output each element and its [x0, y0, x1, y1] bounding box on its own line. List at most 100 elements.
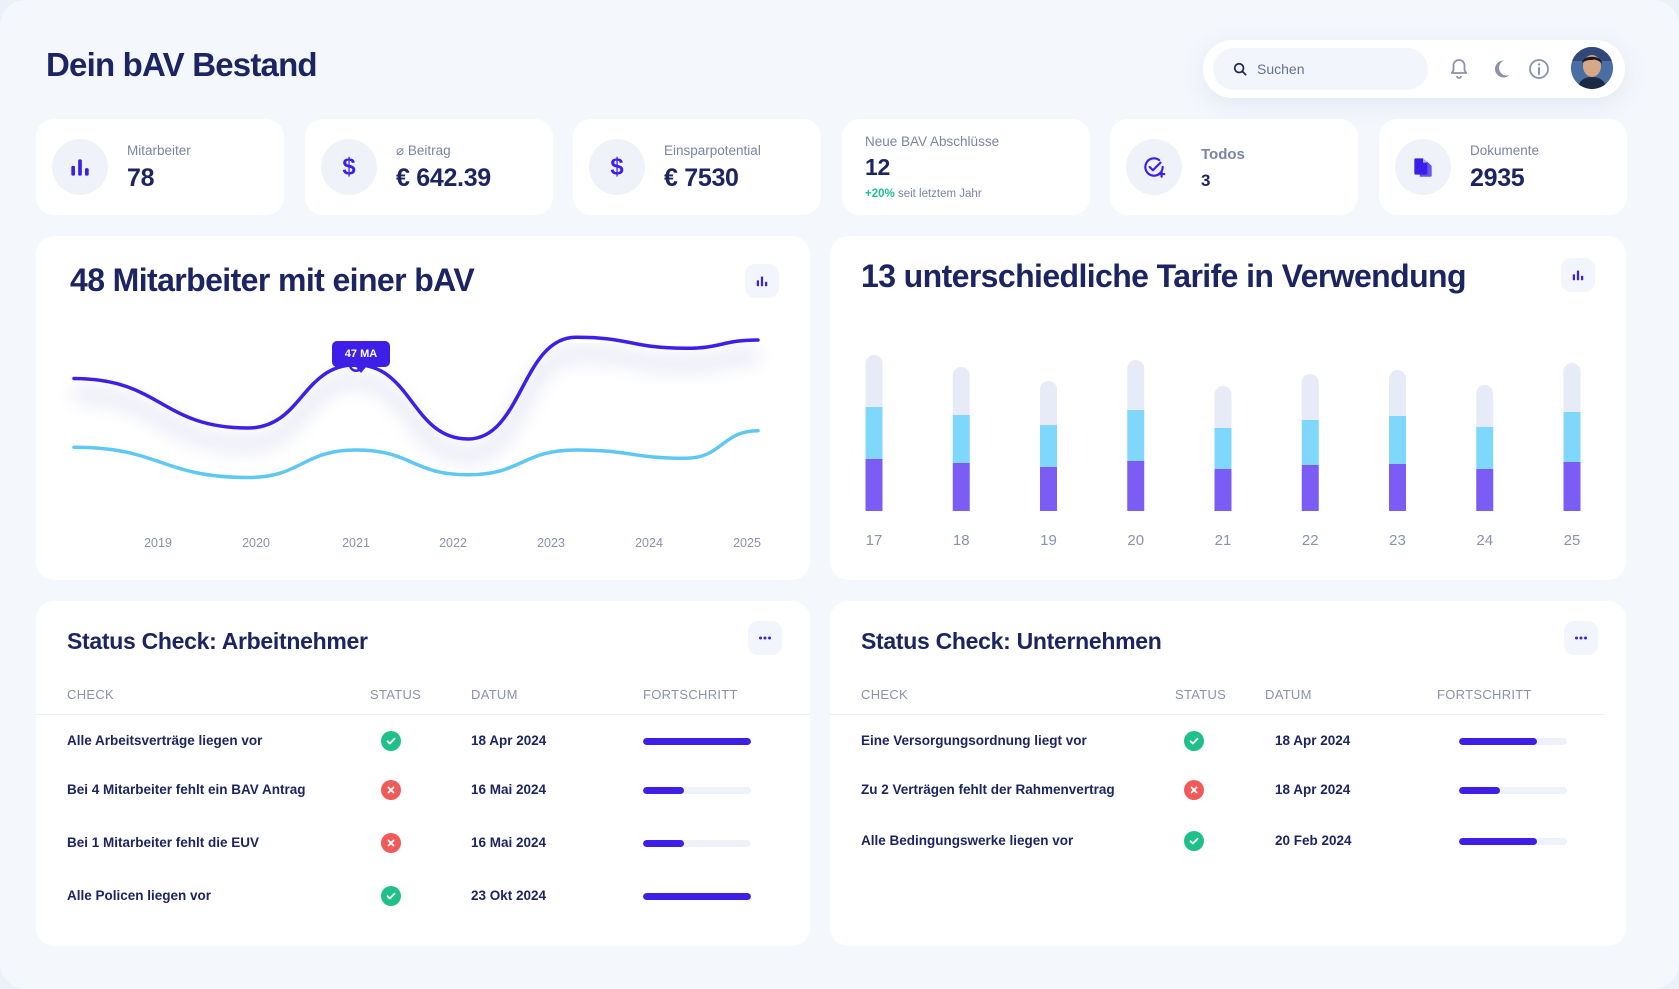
bar-segment[interactable]	[1389, 464, 1406, 511]
bar-segment[interactable]	[1563, 412, 1581, 462]
stat-card-beitrag[interactable]: $ ⌀ Beitrag € 642.39	[305, 119, 553, 215]
stat-value: 2935	[1470, 164, 1525, 192]
bar-segment[interactable]	[952, 463, 970, 511]
bar-segment[interactable]	[1127, 461, 1145, 511]
check-text: Alle Arbeitsverträge liegen vor	[67, 733, 263, 748]
bar-segment[interactable]	[865, 407, 883, 459]
x-tick-label: 25	[1563, 532, 1581, 549]
table-header: CHECK STATUS DATUM FORTSCHRITT	[36, 687, 810, 715]
x-tick-label: 18	[952, 532, 970, 549]
stat-card-todos[interactable]: Todos 3	[1110, 119, 1358, 215]
avatar[interactable]	[1571, 47, 1613, 89]
bar-segment[interactable]	[1563, 363, 1581, 422]
dollar-icon: $	[589, 139, 645, 195]
column-header: DATUM	[1265, 687, 1312, 702]
check-text: Bei 1 Mitarbeiter fehlt die EUV	[67, 835, 260, 850]
progress-fill	[643, 787, 685, 794]
bar-segment[interactable]	[1563, 462, 1581, 511]
stat-label: Todos	[1201, 146, 1245, 163]
bar-segment[interactable]	[1214, 469, 1232, 511]
bell-icon[interactable]	[1447, 57, 1471, 81]
column-header: DATUM	[471, 687, 518, 702]
bar-segment[interactable]	[1389, 416, 1406, 464]
progress-fill	[643, 840, 685, 847]
svg-text:$: $	[610, 154, 623, 180]
bar-chart-icon	[756, 276, 768, 287]
trend-value: +20%	[865, 188, 895, 200]
x-tick-label: 22	[1301, 532, 1319, 549]
table-row[interactable]: Alle Policen liegen vor 23 Okt 2024	[36, 876, 810, 916]
progress-bar	[643, 840, 751, 847]
bar-segment[interactable]	[1127, 360, 1145, 420]
x-tick-label: 2019	[144, 536, 172, 550]
status-company-panel: Status Check: Unternehmen CHECK STATUS D…	[830, 601, 1626, 946]
check-text: Eine Versorgungsordnung liegt vor	[861, 733, 1087, 748]
table-row[interactable]: Alle Arbeitsverträge liegen vor 18 Apr 20…	[36, 721, 810, 761]
bar-segment[interactable]	[865, 355, 883, 417]
bar-chart-icon	[1572, 270, 1584, 281]
bar-segment[interactable]	[1040, 425, 1057, 467]
stat-card-mitarbeiter[interactable]: Mitarbeiter 78	[36, 119, 284, 215]
x-tick-label: 2025	[733, 536, 761, 550]
chart-menu-button[interactable]	[745, 264, 779, 298]
trend-text: seit letztem Jahr	[897, 188, 982, 200]
bar-segment[interactable]	[952, 415, 970, 463]
progress-fill	[643, 893, 751, 900]
column-header: STATUS	[370, 687, 422, 702]
svg-text:$: $	[342, 154, 355, 180]
stat-card-einsparpotential[interactable]: $ Einsparpotential € 7530	[573, 119, 821, 215]
status-ok-icon	[1184, 731, 1204, 751]
column-header: CHECK	[67, 687, 115, 702]
status-error-icon	[381, 780, 401, 800]
bar-segment[interactable]	[1476, 469, 1494, 511]
column-header: CHECK	[861, 687, 909, 702]
search-box[interactable]	[1213, 48, 1428, 90]
status-error-icon	[1184, 780, 1204, 800]
chart-menu-button[interactable]	[1561, 258, 1595, 292]
bar-segment[interactable]	[1476, 427, 1494, 469]
bar-segment[interactable]	[1214, 386, 1232, 438]
bar-segment[interactable]	[1127, 410, 1145, 461]
more-menu-button[interactable]	[1564, 621, 1598, 655]
search-icon	[1233, 62, 1247, 76]
stat-card-neue-abschluesse[interactable]: Neue BAV Abschlüsse 12 +20% seit letztem…	[842, 119, 1090, 215]
bar-segment[interactable]	[1301, 465, 1319, 511]
more-menu-button[interactable]	[748, 621, 782, 655]
bar-segment[interactable]	[952, 367, 970, 425]
x-tick-label: 24	[1476, 532, 1494, 549]
bar-segment[interactable]	[1389, 370, 1406, 426]
check-text: Bei 4 Mitarbeiter fehlt ein BAV Antrag	[67, 782, 306, 797]
x-tick-label: 19	[1040, 532, 1057, 549]
progress-fill	[643, 738, 751, 745]
stat-value: € 7530	[664, 164, 739, 192]
table-row[interactable]: Eine Versorgungsordnung liegt vor 18 Apr …	[830, 721, 1626, 761]
table-row[interactable]: Alle Bedingungswerke liegen vor 20 Feb 20…	[830, 821, 1626, 861]
bar-segment[interactable]	[865, 459, 883, 511]
stat-label: Einsparpotential	[664, 143, 761, 158]
tariffs-chart-panel: 13 unterschiedliche Tarife in Verwendung…	[830, 236, 1626, 580]
stat-card-dokumente[interactable]: Dokumente 2935	[1379, 119, 1627, 215]
moon-icon[interactable]	[1489, 57, 1513, 81]
x-tick-label: 17	[865, 532, 883, 549]
stat-label: Dokumente	[1470, 143, 1540, 158]
bar-segment[interactable]	[1301, 420, 1319, 465]
table-header: CHECK STATUS DATUM FORTSCHRITT	[830, 687, 1604, 715]
search-input[interactable]	[1257, 61, 1407, 77]
employees-chart-title: 48 Mitarbeiter mit einer bAV	[70, 262, 475, 298]
column-header: FORTSCHRITT	[643, 687, 738, 702]
bar-segment[interactable]	[1040, 381, 1057, 435]
progress-bar	[643, 738, 751, 745]
bar-segment[interactable]	[1476, 385, 1494, 437]
info-icon[interactable]	[1527, 57, 1551, 81]
bar-segment[interactable]	[1214, 428, 1232, 469]
table-row[interactable]: Zu 2 Verträgen fehlt der Rahmenvertrag 18…	[830, 770, 1626, 810]
date-text: 18 Apr 2024	[1275, 733, 1351, 748]
table-row[interactable]: Bei 1 Mitarbeiter fehlt die EUV 16 Mai 20…	[36, 823, 810, 863]
x-axis-labels: 17 18 19 20 21 22 23 24 25	[830, 532, 1626, 552]
check-text: Zu 2 Verträgen fehlt der Rahmenvertrag	[861, 782, 1115, 797]
bar-segment[interactable]	[1301, 374, 1319, 430]
table-row[interactable]: Bei 4 Mitarbeiter fehlt ein BAV Antrag 16…	[36, 770, 810, 810]
bar-segment[interactable]	[1040, 467, 1057, 511]
tariffs-bar-chart	[865, 355, 1581, 511]
